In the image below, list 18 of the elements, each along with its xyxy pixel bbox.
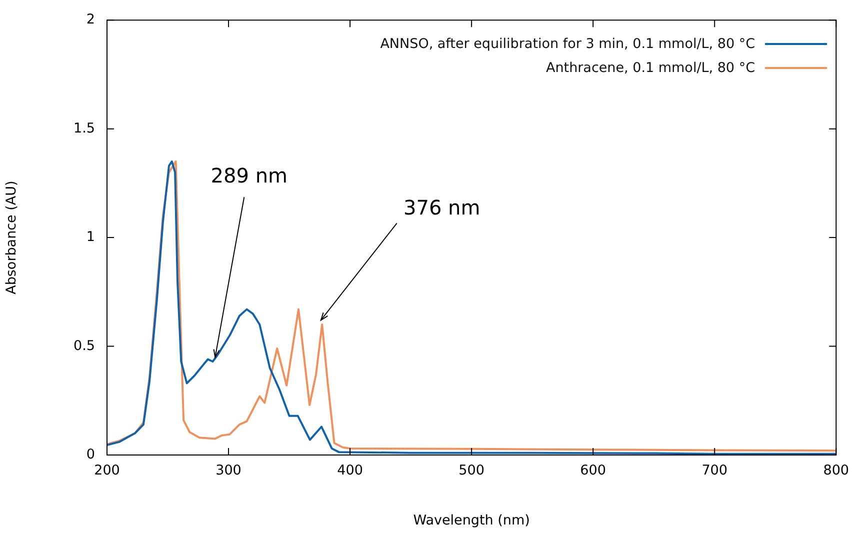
x-tick-label: 400	[337, 462, 363, 479]
x-axis-title: Wavelength (nm)	[413, 512, 530, 528]
x-tick-label: 300	[216, 462, 242, 479]
y-tick-label: 1.5	[74, 120, 95, 136]
x-tick-label: 800	[823, 462, 850, 479]
y-tick-label: 0	[86, 446, 95, 462]
annotation: 376 nm	[404, 195, 480, 220]
x-tick-label: 500	[458, 462, 484, 479]
x-tick-label: 200	[94, 462, 120, 479]
x-tick-label: 600	[580, 462, 606, 479]
legend-label: Anthracene, 0.1 mmol/L, 80 °C	[546, 60, 755, 76]
legend-label: ANNSO, after equilibration for 3 min, 0.1 mmol/L, 80 °C	[380, 36, 755, 52]
y-tick-label: 2	[86, 12, 95, 28]
y-tick-label: 1	[86, 229, 95, 246]
y-tick-label: 0.5	[74, 338, 95, 354]
x-tick-label: 700	[702, 462, 728, 479]
annotation: 289 nm	[210, 163, 288, 188]
y-axis-title: Absorbance (AU)	[4, 180, 20, 294]
